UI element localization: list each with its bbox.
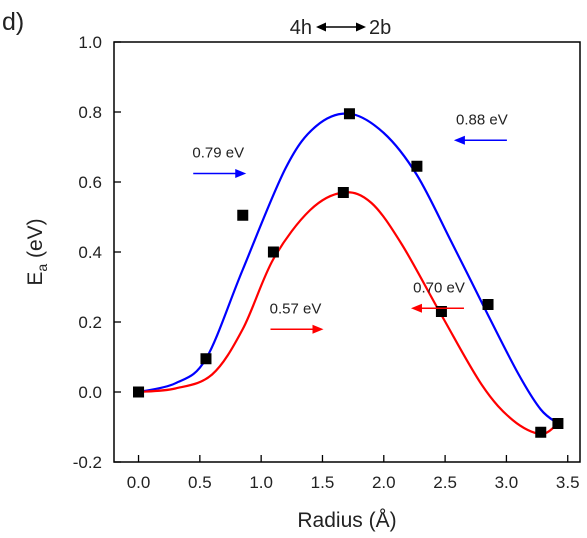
data-point-series-1 xyxy=(343,108,355,120)
annotation-label: 0.88 eV xyxy=(456,111,508,128)
annotation-label: 0.57 eV xyxy=(270,300,322,317)
data-point-series-1 xyxy=(552,418,564,429)
annotation-arrow-head xyxy=(453,135,465,145)
annotation-arrow-head xyxy=(312,324,324,334)
title-arrow-left-head xyxy=(316,22,326,32)
data-point-series-2 xyxy=(267,246,279,258)
y-tick-label: 0.4 xyxy=(78,243,102,262)
data-markers xyxy=(133,108,564,438)
y-axis-label-sub: a xyxy=(34,264,50,272)
annotation-label: 0.79 eV xyxy=(192,145,244,162)
y-tick-label: 1.0 xyxy=(78,33,102,52)
data-point-series-2 xyxy=(535,426,547,438)
title-left-label: 4h xyxy=(290,17,312,39)
y-axis-label-unit: (eV) xyxy=(24,218,47,264)
x-axis-label: Radius (Å) xyxy=(297,509,396,532)
series-curves xyxy=(138,112,559,436)
series-line-1 xyxy=(138,112,559,425)
data-point-series-2 xyxy=(435,306,447,317)
axes: 0.0 0.5 1.0 1.5 2.0 2.5 3.0 3.5 -0.2 0.0 0.2 0.4 0.6… xyxy=(73,33,580,492)
annotation-arrow-head xyxy=(235,169,247,178)
y-tick-label: -0.2 xyxy=(73,453,102,472)
data-point-series-1 xyxy=(482,299,494,310)
y-tick-label: 0.8 xyxy=(78,103,102,122)
x-tick-label: 0.0 xyxy=(127,473,151,492)
y-tick-label: 0.6 xyxy=(78,173,102,192)
x-tick-label: 3.0 xyxy=(495,473,519,492)
chart-title: 4h 2b xyxy=(290,17,392,39)
x-tick-label: 2.5 xyxy=(433,473,457,492)
x-tick-label: 2.0 xyxy=(372,473,396,492)
data-point-series-2 xyxy=(337,187,349,198)
annotation-label: 0.70 eV xyxy=(413,279,465,296)
data-point-series-2 xyxy=(133,386,145,398)
plot-frame xyxy=(113,41,581,463)
data-point-series-1 xyxy=(200,353,212,365)
annotations: 0.79 eV 0.88 eV 0.57 eV 0.70 eV xyxy=(192,111,508,334)
annotation-arrow-head xyxy=(410,303,422,313)
title-right-label: 2b xyxy=(369,17,391,39)
data-point-series-1 xyxy=(411,160,423,172)
y-tick-label: 0.0 xyxy=(78,383,102,402)
x-tick-label: 1.0 xyxy=(249,473,273,492)
y-axis-label: Ea (eV) xyxy=(24,218,50,285)
panel-label: d) xyxy=(2,8,24,36)
y-axis-label-main: E xyxy=(24,272,47,286)
x-tick-label: 3.5 xyxy=(556,473,580,492)
series-line-2 xyxy=(138,191,559,436)
title-arrow-right-head xyxy=(356,22,366,32)
data-point-series-1 xyxy=(237,209,249,221)
x-tick-label: 1.5 xyxy=(311,473,335,492)
x-tick-label: 0.5 xyxy=(188,473,212,492)
y-tick-label: 0.2 xyxy=(78,313,102,332)
